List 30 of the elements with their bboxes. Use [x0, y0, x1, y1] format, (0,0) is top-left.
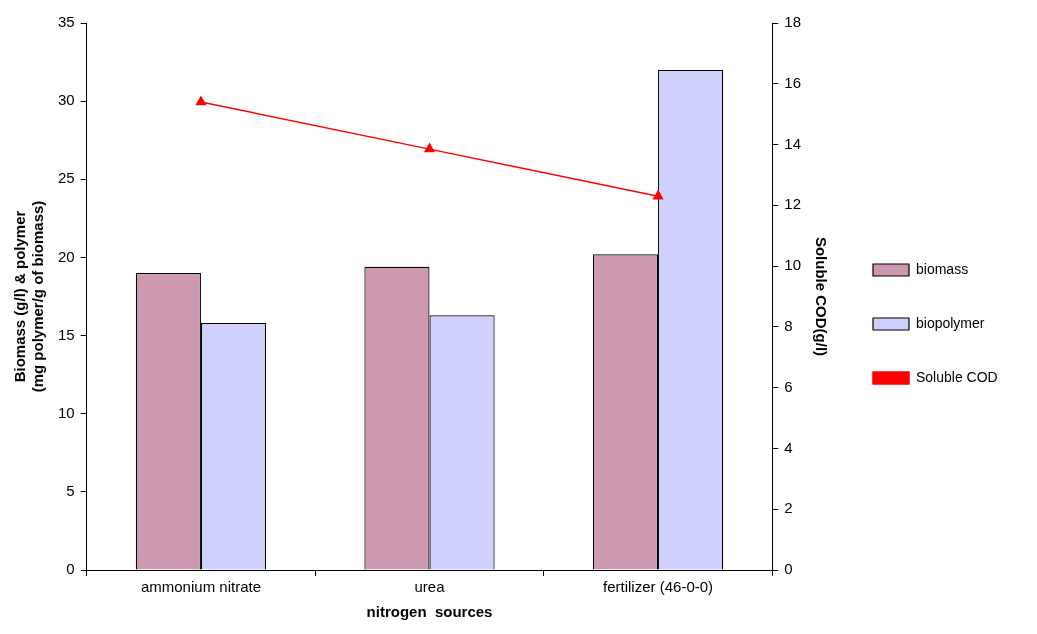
point — [195, 96, 207, 106]
y2-tick-label: 6 — [784, 377, 793, 395]
y2-tick-label: 2 — [784, 499, 793, 517]
y-tick-label: 20 — [58, 247, 75, 265]
y2-tick-label: 0 — [784, 560, 793, 578]
y-axis-title: Biomass (g/l) & polymer (mg polymer/g of biomass) — [11, 200, 47, 393]
y2-tick-label: 18 — [784, 13, 801, 31]
x-axis-title: nitrogen sources — [366, 603, 493, 621]
y2-tick-label: 16 — [784, 73, 801, 91]
y2-tick-label: 4 — [784, 438, 793, 456]
y2-tick-label: 14 — [784, 134, 801, 152]
y-tick-label: 15 — [58, 325, 75, 343]
y-tick-label: 35 — [58, 13, 75, 31]
x-tick-label: fertilizer (46-0-0) — [603, 578, 714, 596]
x-tick-label: ammonium nitrate — [140, 578, 261, 596]
x-tick-label: urea — [414, 578, 446, 596]
legend-label: biomass — [916, 260, 969, 277]
y-tick-label: 10 — [58, 403, 75, 421]
y2-axis-title: Soluble COD(g/l) — [812, 236, 830, 357]
y2-tick-label: 10 — [784, 256, 801, 274]
point — [424, 143, 435, 153]
legend-label: Soluble COD — [916, 368, 998, 385]
point — [652, 190, 664, 200]
y2-tick-label: 12 — [784, 195, 801, 213]
legend-label: biopolymer — [916, 314, 985, 331]
y-tick-label: 30 — [58, 91, 75, 109]
y2-tick-label: 8 — [784, 317, 793, 335]
y-tick-label: 0 — [66, 560, 75, 578]
y-tick-label: 25 — [58, 169, 75, 187]
y-tick-label: 5 — [66, 482, 75, 499]
